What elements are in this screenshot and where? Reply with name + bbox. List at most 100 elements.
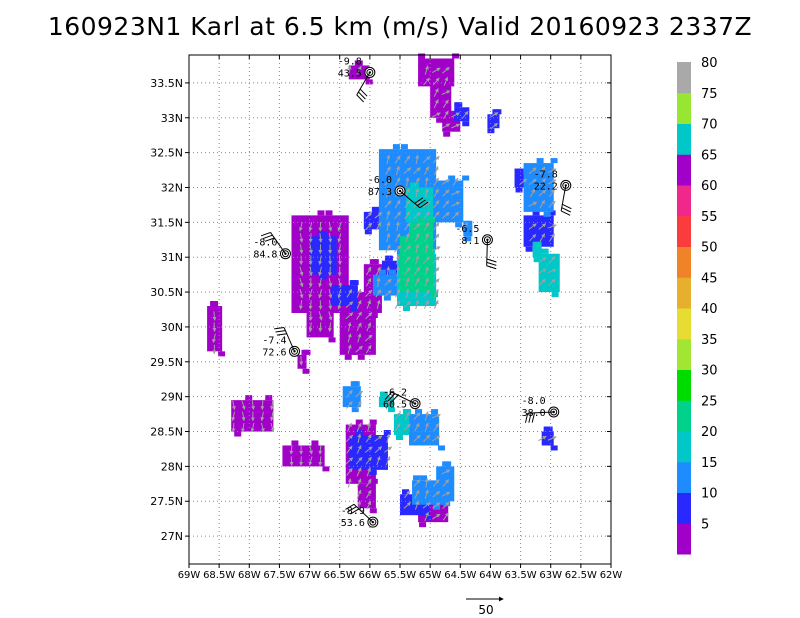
wind-vector-arrow-icon — [395, 233, 401, 242]
wind-vector-arrow-icon — [231, 411, 236, 422]
field-cell-edge — [392, 144, 400, 150]
wind-barb-flag-icon — [417, 199, 426, 206]
wind-barb-flag-icon — [486, 261, 497, 266]
wind-vector-arrow-icon — [299, 288, 304, 299]
wind-vector-arrow-icon — [357, 333, 362, 343]
wind-vector-arrow-icon — [423, 434, 431, 443]
wind-barb-flag-icon — [345, 503, 355, 510]
wind-vector-arrow-icon — [442, 200, 450, 208]
wind-barb-flag-icon — [486, 265, 497, 270]
wind-vector-arrow-icon — [549, 188, 555, 198]
wind-vector-arrow-icon — [337, 300, 342, 310]
field-cell-edge — [355, 419, 363, 425]
wind-vector-arrow-icon — [394, 412, 401, 421]
wind-vector-arrow-icon — [356, 65, 362, 75]
wind-vector-arrow-icon — [270, 422, 275, 433]
wind-vector-arrow-icon — [212, 311, 217, 321]
wind-vector-arrow-icon — [424, 266, 429, 276]
wind-vector-arrow-icon — [538, 256, 547, 264]
wind-barb-flag-icon — [262, 234, 273, 240]
field-cell — [342, 386, 361, 408]
wind-barb-icon — [399, 190, 421, 209]
wind-vector-arrow-icon — [356, 422, 362, 432]
wind-vector-arrow-icon — [414, 233, 420, 242]
wind-vector-arrow-icon — [415, 299, 420, 310]
field-cell — [348, 65, 370, 80]
station-inner-ring-icon — [281, 250, 289, 258]
wind-vector-arrow-icon — [538, 268, 547, 274]
wind-vector-arrow-icon — [356, 444, 362, 454]
wind-barb-flag-icon — [275, 330, 286, 333]
wind-vector-arrow-icon — [299, 244, 304, 254]
wind-barb-icon — [356, 72, 371, 96]
field-cell-edge — [350, 381, 358, 387]
wind-vector-arrow-icon — [431, 112, 441, 118]
wind-barb-flag-icon — [264, 237, 275, 242]
field-cell-edge — [415, 409, 423, 415]
wind-vector-arrow-icon — [366, 500, 372, 510]
y-tick-label: 27N — [161, 530, 183, 543]
field-cell-edge — [365, 79, 373, 85]
wind-vector-arrow-icon — [376, 277, 381, 287]
field-cell-edge — [402, 306, 410, 312]
station-rh: 8.1 — [461, 236, 479, 247]
wind-vector-arrow-icon — [365, 222, 373, 231]
wind-vector-arrow-icon — [308, 322, 313, 333]
field-cell-edge — [442, 461, 450, 467]
wind-vector-arrow-icon — [328, 288, 333, 299]
wind-vector-arrow-icon — [432, 256, 440, 264]
wind-vector-arrow-icon — [365, 478, 372, 488]
colorbar-swatch — [677, 215, 691, 247]
x-tick-label: 63W — [539, 570, 562, 581]
wind-vector-arrow-icon — [345, 434, 354, 443]
wind-vector-arrow-icon — [365, 211, 373, 220]
colorbar-swatch — [677, 277, 691, 309]
station-rh: 22.2 — [534, 181, 558, 192]
wind-vector-arrow-icon — [528, 167, 537, 175]
wind-vector-arrow-icon — [423, 300, 430, 309]
wind-vector-arrow-icon — [548, 278, 556, 286]
field-cell-edge — [351, 407, 359, 413]
wind-vector-arrow-icon — [413, 222, 421, 231]
wind-vector-arrow-icon — [356, 299, 362, 309]
wind-vector-arrow-icon — [441, 123, 451, 129]
field-cell-edge — [487, 128, 495, 134]
colorbar-swatch — [677, 185, 691, 217]
field-cell — [282, 445, 325, 467]
wind-vector-arrow-icon — [345, 312, 354, 320]
wind-vector-arrow-icon — [366, 266, 372, 276]
field-cell-edge — [302, 368, 310, 374]
wind-vector-arrow-icon — [451, 112, 461, 118]
wind-vector-arrow-icon — [241, 422, 246, 433]
wind-vector-arrow-icon — [441, 491, 451, 497]
wind-vector-arrow-icon — [415, 243, 420, 254]
station-temp: -6.2 — [383, 388, 407, 399]
y-tick-label: 33N — [161, 112, 183, 125]
station-plot: -8.084.8 — [253, 231, 291, 261]
y-tick-label: 28.5N — [150, 426, 183, 439]
field-cell-edge — [325, 210, 333, 216]
wind-vector-arrow-icon — [405, 277, 410, 287]
wind-vector-arrow-icon — [424, 411, 429, 421]
wind-vector-arrow-icon — [308, 289, 313, 299]
field-cell-edge — [536, 158, 544, 164]
field-cell-edge — [438, 445, 446, 451]
wind-vector-arrow-icon — [365, 456, 372, 465]
colorbar-swatch — [677, 62, 691, 94]
wind-vector-arrow-icon — [442, 189, 450, 197]
field-cell-edge — [301, 349, 309, 355]
station-rh: 38.0 — [522, 408, 546, 419]
field-cell-edge — [368, 478, 376, 484]
wind-vector-arrow-icon — [385, 166, 391, 175]
colorbar-label: 15 — [701, 456, 718, 471]
field-cell-edge — [395, 435, 403, 441]
wind-vector-arrow-icon — [394, 288, 401, 298]
wind-vector-arrow-icon — [424, 65, 429, 75]
x-tick-label: 69W — [178, 570, 201, 581]
wind-vector-arrow-icon — [405, 288, 410, 298]
wind-vector-arrow-icon — [384, 446, 393, 453]
field-cell-edge — [431, 409, 439, 415]
wind-vector-arrow-icon — [395, 177, 401, 187]
wind-vector-arrow-icon — [347, 65, 352, 75]
wind-vector-arrow-icon — [441, 469, 451, 475]
